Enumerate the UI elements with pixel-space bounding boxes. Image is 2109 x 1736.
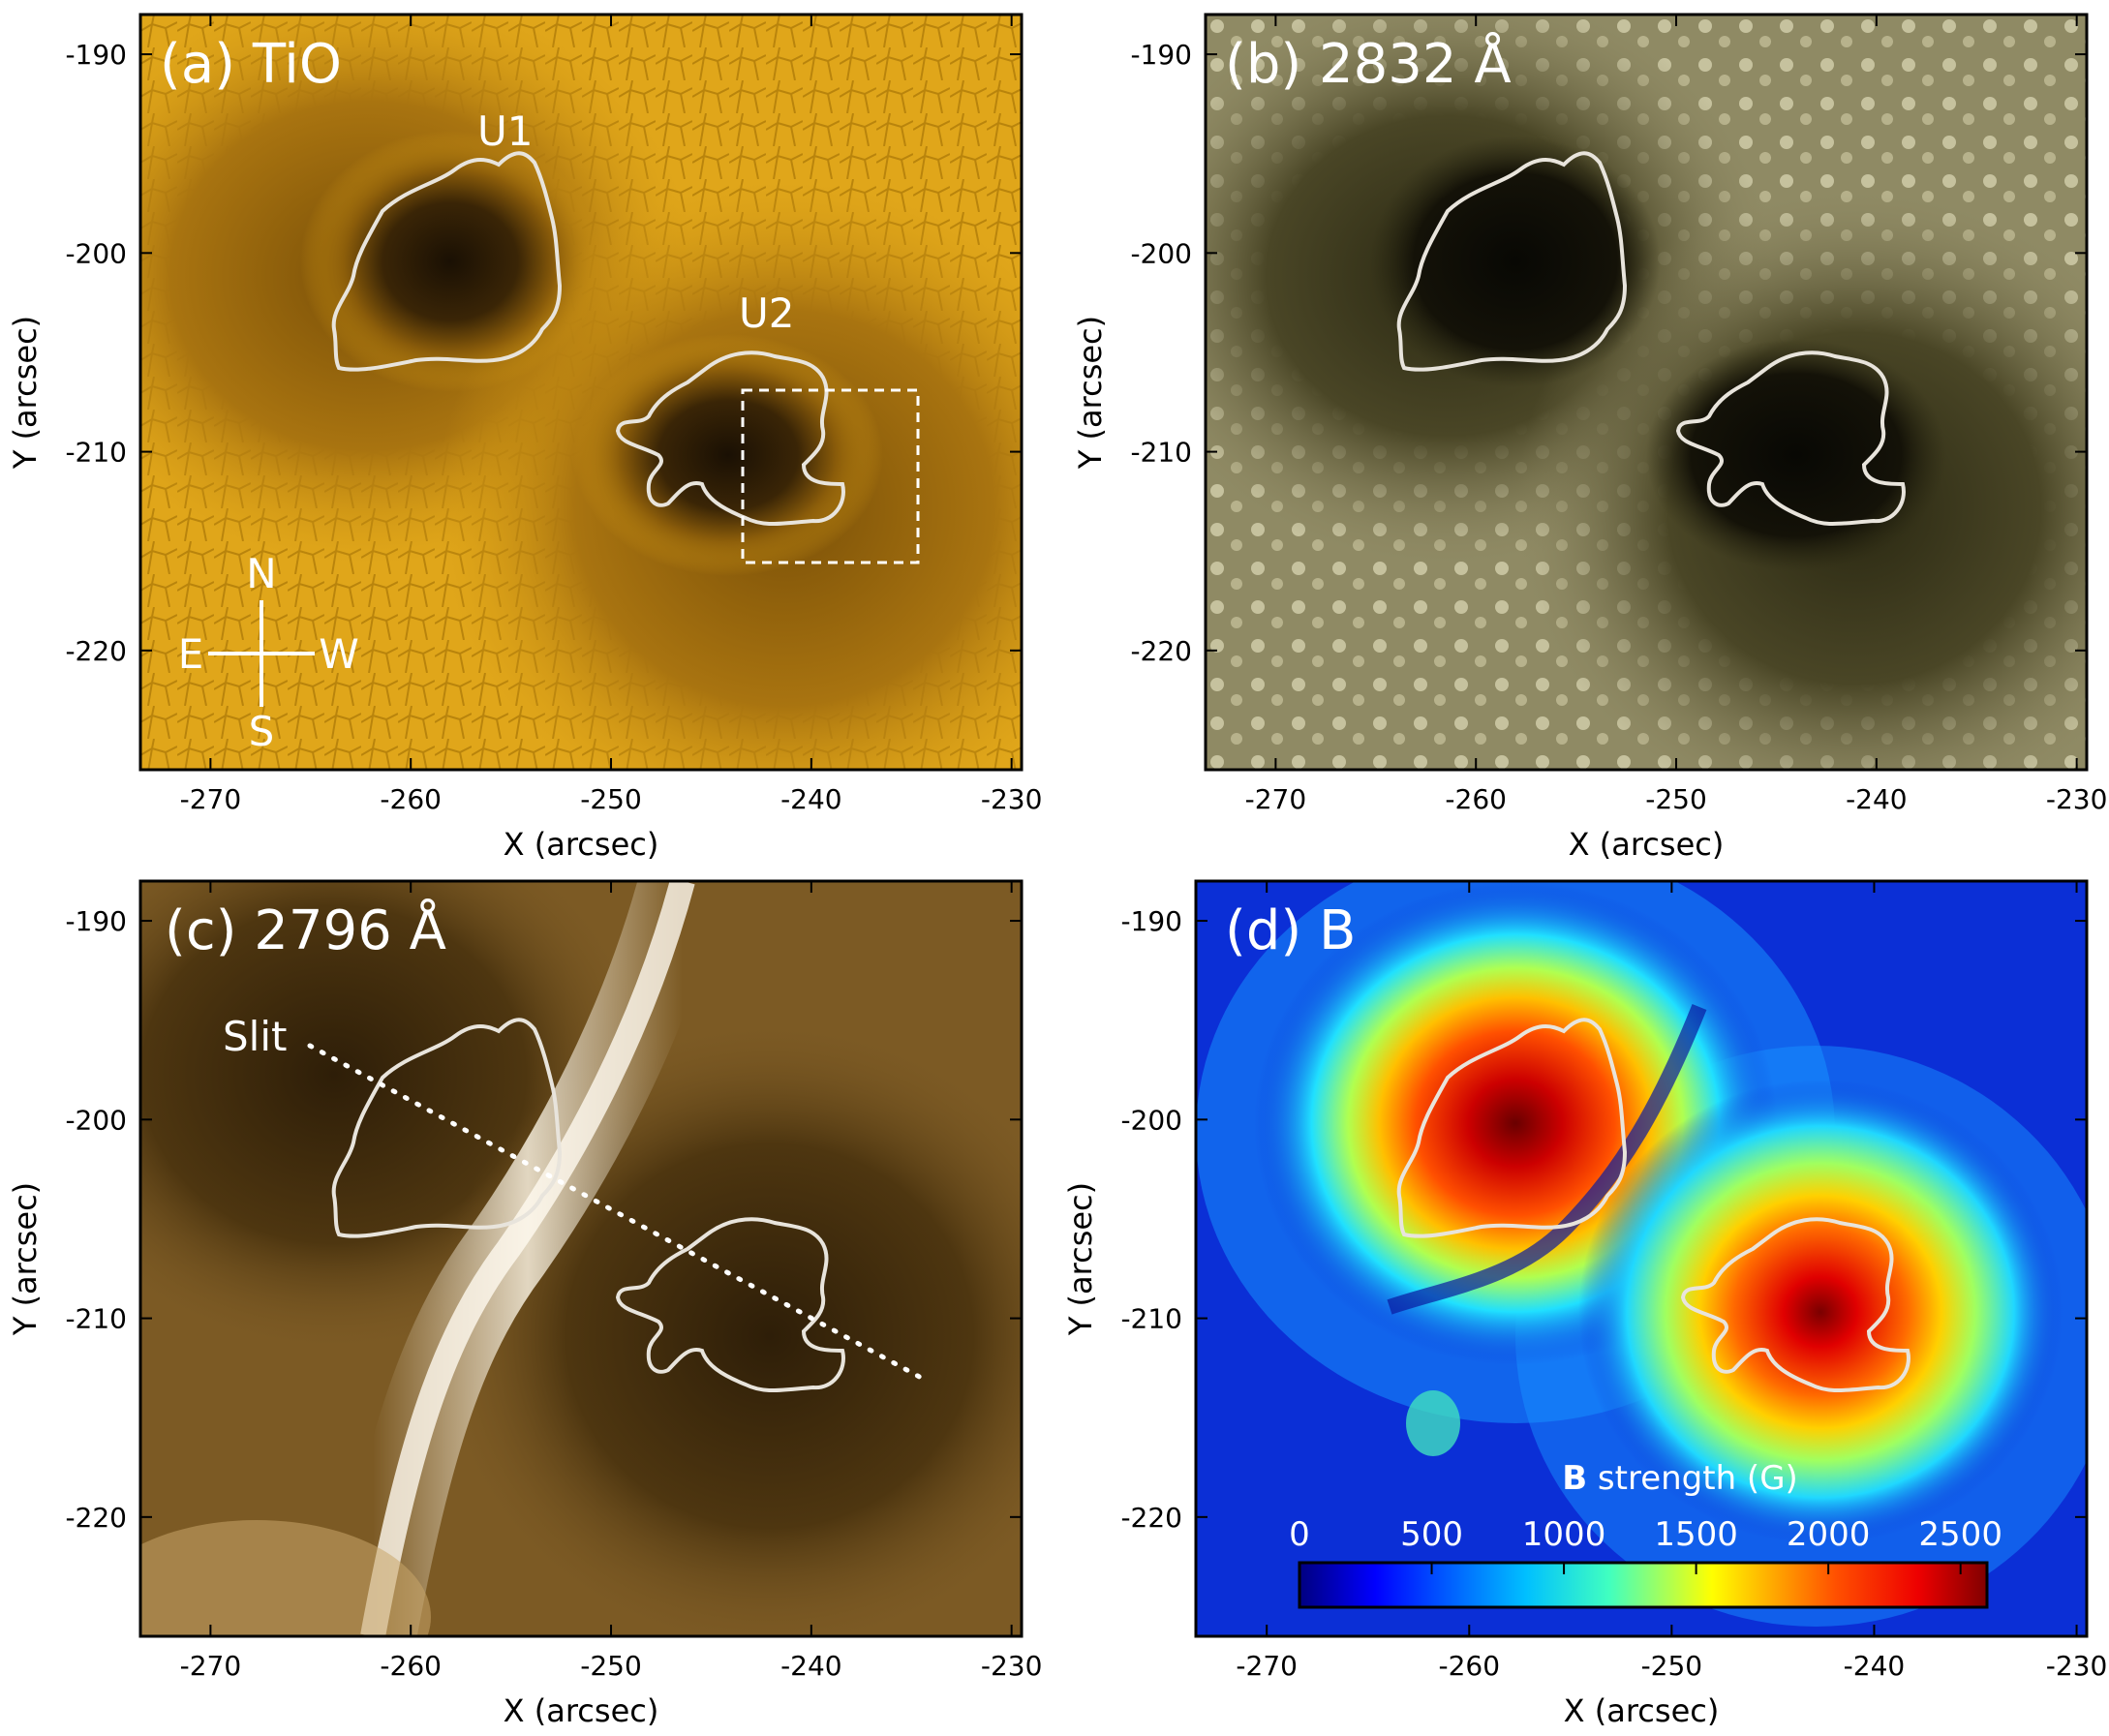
axes-frame-b — [1204, 13, 2089, 772]
x-tick-label-a: -270 — [180, 783, 242, 815]
compass-e: E — [178, 630, 204, 678]
slit-line — [307, 1043, 928, 1383]
x-tick-label-c: -270 — [180, 1650, 242, 1682]
y-tick-label-c: -200 — [65, 1104, 127, 1136]
x-tick-label-c: -230 — [981, 1650, 1043, 1682]
y-tick-label-d: -210 — [1120, 1303, 1182, 1335]
region-box — [741, 388, 920, 564]
x-axis-label-a: X (arcsec) — [504, 826, 659, 863]
panel-c-title: (c) 2796 Å — [165, 898, 446, 962]
colorbar: B strength (G) 0 500 1000 1500 2000 2500 — [1289, 1459, 2002, 1609]
x-tick-label-d: -230 — [2046, 1650, 2108, 1682]
compass: N S E W — [178, 550, 359, 755]
axes-layer: -270 -260 -250 -240 -230 -190 -200 -210 -220 X (a… — [7, 15, 2107, 1729]
x-tick-label-b: -270 — [1245, 783, 1307, 815]
y-tick-label-b: -210 — [1130, 437, 1192, 469]
magnetic-field-map — [1196, 881, 2087, 1636]
y-tick-label-c: -210 — [65, 1303, 127, 1335]
x-axis-label-c: X (arcsec) — [504, 1692, 659, 1729]
y-tick-label-c: -190 — [65, 905, 127, 937]
axes-frame-c — [138, 879, 1024, 1638]
y-tick-label-b: -220 — [1130, 635, 1192, 667]
compass-s: S — [249, 708, 275, 755]
x-axis-label-b: X (arcsec) — [1569, 826, 1725, 863]
sunspot-tio-image — [140, 15, 1022, 770]
colorbar-tick-label: 1000 — [1522, 1515, 1606, 1554]
y-tick-label-d: -200 — [1120, 1104, 1182, 1136]
x-axis-label-d: X (arcsec) — [1564, 1692, 1720, 1729]
label-slit: Slit — [223, 1013, 287, 1060]
y-axis-label-a: Y (arcsec) — [7, 316, 44, 470]
panel-a: U1 U2 N S E W (a) TiO — [140, 15, 1022, 770]
panel-d: B strength (G) 0 500 1000 1500 2000 2500 (d) … — [1196, 881, 2087, 1636]
y-tick-label-b: -190 — [1130, 39, 1192, 71]
x-tick-label-a: -250 — [580, 783, 642, 815]
y-tick-label-a: -210 — [65, 437, 127, 469]
panel-b: (b) 2832 Å — [1206, 15, 2087, 770]
x-tick-label-c: -260 — [380, 1650, 442, 1682]
axes-frame-d — [1194, 879, 2089, 1638]
colorbar-tick-label: 2000 — [1787, 1515, 1871, 1554]
x-tick-label-b: -250 — [1645, 783, 1707, 815]
colorbar-tick-marks — [1299, 1563, 1962, 1574]
contours-d — [1396, 1018, 1910, 1393]
x-tick-label-a: -260 — [380, 783, 442, 815]
y-axis-label-b: Y (arcsec) — [1072, 316, 1109, 470]
x-tick-label-d: -250 — [1641, 1650, 1703, 1682]
colorbar-tick-label: 500 — [1400, 1515, 1463, 1554]
y-tick-label-b: -200 — [1130, 237, 1192, 269]
y-tick-label-a: -200 — [65, 237, 127, 269]
panel-d-title: (d) B — [1225, 899, 1356, 962]
x-tick-label-b: -240 — [1846, 783, 1908, 815]
x-tick-label-c: -240 — [780, 1650, 842, 1682]
y-axis-label-d: Y (arcsec) — [1062, 1182, 1099, 1336]
x-tick-label-a: -240 — [780, 783, 842, 815]
colorbar-tick-label: 0 — [1289, 1515, 1310, 1554]
contours-c — [331, 1018, 845, 1393]
colorbar-tick-labels: 0 500 1000 1500 2000 2500 — [1289, 1515, 2002, 1554]
x-tick-label-b: -230 — [2046, 783, 2108, 815]
y-tick-label-c: -220 — [65, 1502, 127, 1534]
y-tick-label-d: -220 — [1120, 1502, 1182, 1534]
panel-b-title: (b) 2832 Å — [1225, 32, 1512, 96]
colorbar-gradient — [1298, 1561, 1989, 1609]
compass-n: N — [246, 550, 276, 597]
x-tick-label-d: -270 — [1236, 1650, 1298, 1682]
contours-b — [1396, 151, 1906, 527]
sunspot-2832-image — [1206, 15, 2087, 770]
colorbar-label: B strength (G) — [1562, 1459, 1798, 1498]
x-tick-label-d: -260 — [1438, 1650, 1500, 1682]
panel-c: Slit (c) 2796 Å — [140, 881, 1022, 1636]
colorbar-tick-label: 1500 — [1654, 1515, 1738, 1554]
colorbar-tick-label: 2500 — [1918, 1515, 2002, 1554]
x-tick-label-b: -260 — [1445, 783, 1507, 815]
x-tick-label-c: -250 — [580, 1650, 642, 1682]
panel-a-title: (a) TiO — [160, 33, 342, 96]
sunspot-2796-image — [140, 881, 1022, 1636]
y-axis-label-c: Y (arcsec) — [7, 1182, 44, 1336]
x-tick-label-a: -230 — [981, 783, 1043, 815]
y-tick-label-d: -190 — [1120, 905, 1182, 937]
y-tick-label-a: -220 — [65, 635, 127, 667]
axes-frame-a — [138, 13, 1024, 772]
label-u2: U2 — [739, 289, 794, 337]
x-tick-label-d: -240 — [1844, 1650, 1906, 1682]
label-u1: U1 — [477, 107, 533, 155]
compass-w: W — [319, 630, 359, 678]
y-tick-label-a: -190 — [65, 39, 127, 71]
